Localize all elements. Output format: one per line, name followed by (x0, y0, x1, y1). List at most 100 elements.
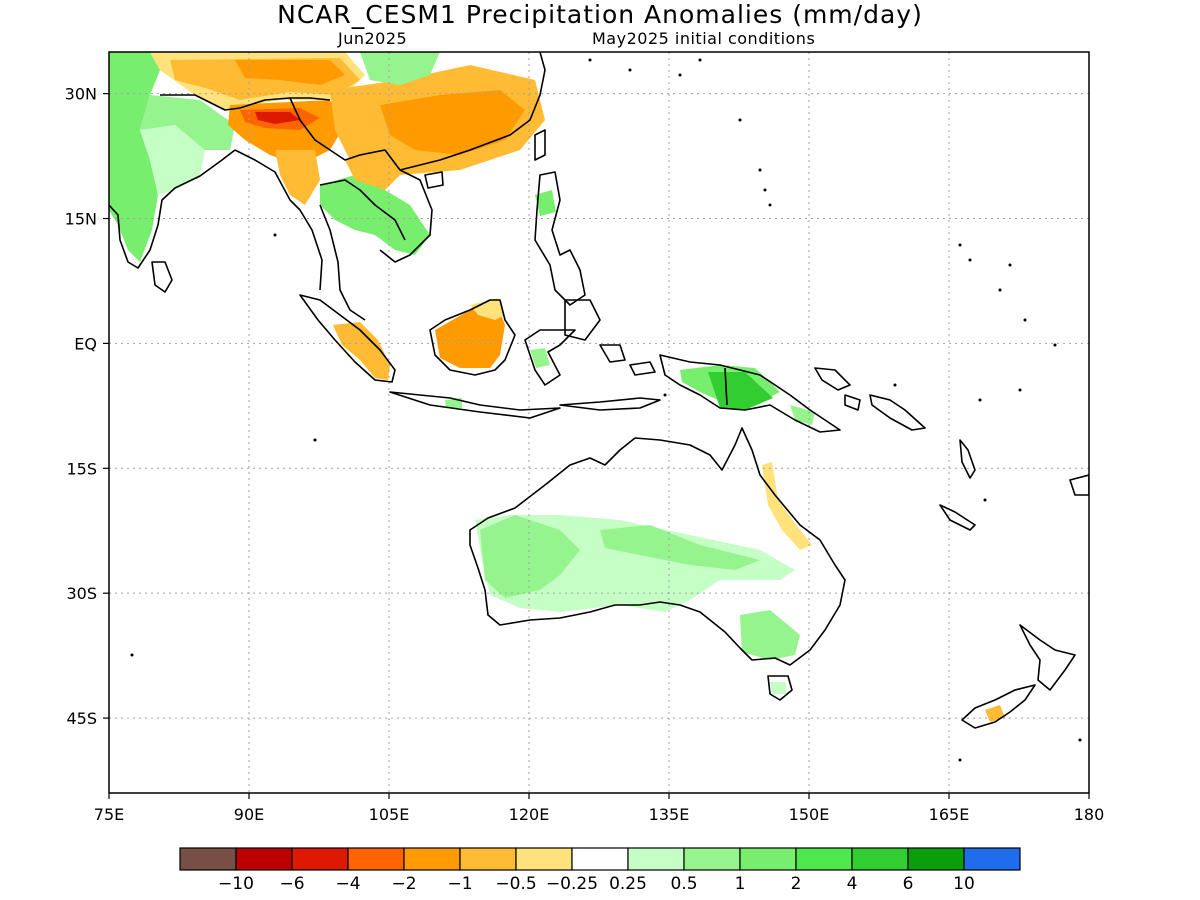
anomaly-region-burma-orange (275, 150, 320, 205)
anomaly-region-australia-green-west (480, 515, 580, 598)
coastline-malay-peninsula (319, 204, 366, 321)
lon-tick-label: 165E (929, 805, 970, 824)
anomaly-region-indochina-green (320, 175, 430, 255)
border-new-guinea (724, 367, 728, 406)
colorbar-label: −4 (335, 874, 360, 894)
colorbar-label: −1 (447, 874, 472, 894)
border-indochina (319, 179, 406, 241)
small-islands (130, 58, 1082, 762)
coastline-australia (469, 427, 846, 666)
anomaly-region-australia-green-center (600, 525, 760, 570)
anomaly-region-indochina-orange (345, 150, 400, 190)
colorbar-label: 4 (847, 874, 858, 894)
anomaly-region-australia-southeast-green (740, 610, 800, 660)
colorbar-swatch (627, 847, 685, 871)
colorbar-swatch (907, 847, 965, 871)
longitude-axis: 75E 90E 105E 120E 135E 150E 165E 180 (94, 793, 1105, 824)
colorbar-labels: −10 −6 −4 −2 −1 −0.5 −0.25 0.25 0.5 1 2 4 6 10 (218, 874, 975, 894)
lon-tick-label: 180 (1074, 805, 1105, 824)
coastline-vanuatu (959, 439, 976, 479)
coastline-tasmania (767, 675, 793, 701)
lon-tick-label: 75E (94, 805, 124, 824)
map-frame (108, 51, 1090, 794)
colorbar-label: −0.5 (495, 874, 536, 894)
colorbar-label: −2 (391, 874, 416, 894)
coastline-new-zealand-north (1019, 624, 1076, 691)
colorbar-label: −10 (218, 874, 254, 894)
colorbar-swatch (795, 847, 853, 871)
lon-tick-label: 90E (234, 805, 264, 824)
lat-tick-label: 30S (66, 584, 97, 603)
coastline-sumatra (299, 294, 396, 383)
lat-tick-label: 30N (65, 85, 97, 104)
lat-tick-label: 45S (66, 709, 97, 728)
border-china-south (289, 97, 401, 171)
colorbar-swatch (235, 847, 293, 871)
colorbar-swatch (851, 847, 909, 871)
coastline-solomons (869, 394, 926, 431)
anomaly-region-newguinea-dark (708, 372, 773, 410)
coastline-indochina (379, 169, 433, 263)
coastline-lesser-sunda (559, 397, 661, 411)
coastline-new-caledonia (939, 504, 976, 531)
colorbar-label: 6 (903, 874, 914, 894)
anomaly-region-newzealand-yellow (985, 705, 1005, 722)
forecast-month: Jun2025 (338, 29, 408, 48)
coastline-java (389, 391, 561, 419)
anomaly-region-india-north-green (140, 95, 235, 150)
coastline-new-guinea (659, 354, 841, 433)
colorbar-swatch (571, 847, 629, 871)
colorbar (179, 847, 1021, 871)
coastlines (109, 52, 1089, 729)
anomaly-region-himalaya-dark (255, 112, 300, 124)
colorbar-label: 0.5 (670, 874, 697, 894)
colorbar-label: 2 (791, 874, 802, 894)
colorbar-label: 10 (953, 874, 975, 894)
coastline-bismarck (814, 367, 861, 411)
anomaly-region-sumatra-orange (333, 322, 390, 380)
anomaly-region-china-green-north (360, 52, 440, 85)
colorbar-swatch (179, 847, 237, 871)
initial-conditions-label: May2025 initial conditions (592, 29, 816, 48)
anomaly-region-tasmania-green (770, 682, 786, 694)
coastline-india (109, 149, 236, 269)
anomaly-region-australia-queensland-yellow (762, 462, 812, 550)
anomaly-region-india-west-green (109, 52, 160, 262)
colorbar-label: 1 (735, 874, 746, 894)
coastline-moluccas (599, 344, 656, 376)
anomaly-region-china-dark (380, 90, 525, 155)
coastline-south-china (399, 52, 546, 171)
colorbar-label: −6 (279, 874, 304, 894)
lon-tick-label: 105E (369, 805, 410, 824)
colorbar-swatch (515, 847, 573, 871)
anomaly-shading (109, 52, 1005, 722)
coastline-luzon (534, 171, 586, 306)
coastline-fiji (1069, 474, 1089, 496)
latitude-axis: 30N 15N EQ 15S 30S 45S (65, 85, 109, 728)
lat-tick-label: 15S (66, 459, 97, 478)
coastline-bay-of-bengal-east (234, 149, 323, 291)
anomaly-region-tibet-dark (235, 60, 345, 85)
colorbar-swatch (739, 847, 797, 871)
lat-tick-label: EQ (74, 334, 97, 353)
colorbar-swatch (963, 847, 1021, 871)
border-himalaya (160, 94, 331, 111)
anomaly-region-philippines-green (535, 190, 556, 216)
coastline-sulawesi (524, 329, 576, 386)
anomaly-region-borneo-light (470, 298, 505, 320)
chart-title: NCAR_CESM1 Precipitation Anomalies (mm/d… (277, 0, 923, 29)
lon-tick-label: 150E (789, 805, 830, 824)
coastline-new-zealand-south (961, 684, 1036, 729)
coastline-sri-lanka (151, 261, 173, 293)
colorbar-swatch (291, 847, 349, 871)
anomaly-region-india-light (140, 125, 205, 195)
map-gridlines (109, 52, 1089, 793)
lat-tick-label: 15N (65, 210, 97, 229)
colorbar-swatch (683, 847, 741, 871)
colorbar-label: 0.25 (609, 874, 647, 894)
colorbar-swatch (459, 847, 517, 871)
coastline-taiwan (534, 129, 546, 161)
colorbar-swatch (403, 847, 461, 871)
lon-tick-label: 135E (649, 805, 690, 824)
